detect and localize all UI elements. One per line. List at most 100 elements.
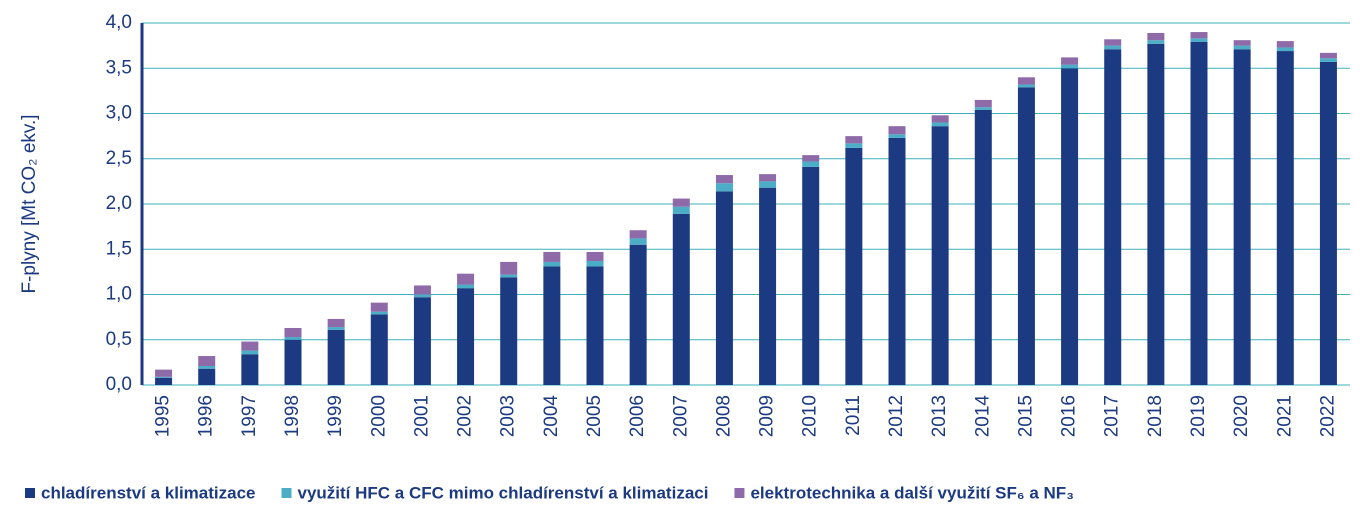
bar-segment (1061, 57, 1079, 65)
bar-segment (1190, 42, 1208, 385)
legend-swatch (25, 488, 35, 498)
bar-segment (931, 122, 949, 127)
bar-segment (759, 181, 777, 188)
bar-segment (1276, 51, 1294, 386)
bar-segment (586, 266, 604, 385)
bar-segment (931, 115, 949, 123)
bar-segment (1190, 32, 1208, 39)
x-tick-label: 1998 (282, 395, 303, 437)
x-tick-label: 1996 (196, 395, 217, 437)
y-tick-label: 2,0 (106, 193, 132, 214)
bar-segment (1104, 49, 1122, 386)
bar-segment (802, 155, 820, 162)
bar-segment (457, 284, 475, 289)
bar-segment (1147, 40, 1165, 44)
bar-segment (1061, 68, 1079, 385)
bar-segment (500, 277, 518, 385)
bar-segment (1190, 38, 1208, 43)
bar-segment (1233, 49, 1251, 386)
bar-segment (1276, 47, 1294, 52)
bar-segment (1233, 40, 1251, 46)
y-tick-label: 1,0 (106, 284, 132, 305)
x-tick-label: 1999 (325, 395, 346, 437)
x-tick-label: 1995 (153, 395, 174, 437)
bar-segment (370, 311, 388, 315)
y-tick-label: 3,0 (106, 103, 132, 124)
bar-segment (586, 261, 604, 267)
x-tick-label: 2006 (627, 395, 648, 437)
bar-segment (672, 198, 690, 207)
bar-segment (629, 238, 647, 245)
bar-segment (1017, 77, 1035, 85)
bar-segment (241, 354, 259, 385)
x-tick-label: 2018 (1145, 395, 1166, 437)
x-tick-label: 2007 (670, 395, 691, 437)
x-tick-label: 2002 (455, 395, 476, 437)
bar-segment (500, 274, 518, 278)
bar-segment (672, 213, 690, 385)
bar-segment (586, 251, 604, 262)
x-tick-label: 2019 (1188, 395, 1209, 437)
bar-segment (715, 191, 733, 385)
bar-segment (370, 302, 388, 312)
bar-segment (327, 318, 345, 328)
bar-segment (1319, 52, 1337, 59)
bar-segment (413, 294, 431, 298)
bar-segment (759, 187, 777, 385)
bar-segment (715, 175, 733, 184)
bar-segment (1233, 45, 1251, 50)
bar-segment (888, 137, 906, 385)
x-tick-label: 2015 (1015, 395, 1036, 437)
bar-segment (802, 161, 820, 167)
bar-segment (845, 136, 863, 144)
x-tick-label: 1997 (239, 395, 260, 437)
bar-segment (155, 377, 173, 385)
legend-label: chladírenství a klimatizace (41, 483, 256, 502)
x-tick-label: 2013 (929, 395, 950, 437)
bar-segment (845, 143, 863, 148)
x-tick-label: 2021 (1274, 395, 1295, 437)
bar-segment (1104, 45, 1122, 50)
x-tick-label: 2014 (972, 395, 993, 438)
legend-swatch (281, 488, 292, 498)
bar-segment (284, 327, 302, 338)
x-tick-label: 2012 (886, 395, 907, 437)
bar-segment (888, 134, 906, 138)
bar-segment (931, 126, 949, 386)
bar-segment (370, 314, 388, 385)
x-tick-label: 2020 (1231, 395, 1252, 437)
bar-segment (759, 174, 777, 182)
legend-swatch (734, 488, 745, 498)
x-tick-label: 2008 (713, 395, 734, 437)
bar-segment (672, 206, 690, 214)
bar-segment (974, 107, 992, 110)
x-tick-label: 2011 (843, 395, 864, 436)
bar-segment (198, 356, 216, 366)
bar-segment (284, 339, 302, 385)
bar-segment (1319, 58, 1337, 62)
x-tick-label: 2010 (800, 395, 821, 437)
legend-label: využití HFC a CFC mimo chladírenství a k… (298, 483, 709, 502)
bar-segment (457, 273, 475, 285)
bar-segment (284, 337, 302, 340)
bar-segment (543, 261, 561, 267)
y-tick-label: 0,0 (106, 374, 132, 395)
bar-segment (974, 99, 992, 108)
bar-segment (1147, 32, 1165, 41)
bar-segment (198, 368, 216, 385)
y-tick-label: 3,5 (106, 57, 132, 78)
x-tick-label: 2016 (1059, 395, 1080, 437)
bar-segment (155, 369, 173, 377)
bar-segment (1147, 43, 1165, 385)
x-tick-label: 2004 (541, 395, 562, 438)
bar-segment (198, 365, 216, 369)
y-tick-label: 0,5 (106, 329, 132, 350)
x-tick-label: 2001 (411, 395, 432, 437)
legend-label: elektrotechnika a další využití SF₆ a NF… (750, 483, 1074, 502)
bar-segment (413, 297, 431, 385)
bar-segment (1104, 39, 1122, 46)
y-axis-label: F-plyny [Mt CO₂ ekv.] (19, 114, 40, 293)
bar-segment (888, 126, 906, 135)
y-tick-label: 1,5 (106, 238, 132, 259)
